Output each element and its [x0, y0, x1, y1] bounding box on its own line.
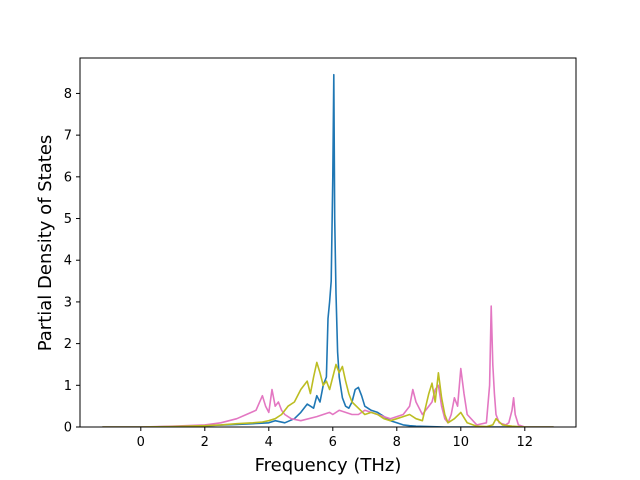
- series-layer: [102, 73, 554, 427]
- series-line-1: [102, 73, 554, 427]
- x-tick-label: 4: [265, 435, 273, 450]
- series-line-3: [102, 361, 554, 427]
- x-tick-label: 2: [201, 435, 209, 450]
- y-tick-label: 3: [64, 295, 72, 310]
- y-tick-label: 8: [64, 87, 72, 102]
- y-axis: 0 1 2 3 4 5 6 7 8: [64, 87, 80, 436]
- x-tick-label: 0: [137, 435, 145, 450]
- y-tick-label: 6: [64, 170, 72, 185]
- y-axis-label: Partial Density of States: [35, 135, 56, 352]
- y-tick-label: 2: [64, 337, 72, 352]
- x-axis: 0 2 4 6 8 10 12: [137, 427, 533, 450]
- y-tick-label: 0: [64, 421, 72, 436]
- x-tick-label: 8: [393, 435, 401, 450]
- y-tick-label: 4: [64, 254, 72, 269]
- x-tick-label: 6: [329, 435, 337, 450]
- x-axis-label: Frequency (THz): [255, 455, 402, 476]
- x-tick-label: 10: [453, 435, 470, 450]
- y-tick-label: 1: [64, 379, 72, 394]
- x-tick-label: 12: [517, 435, 534, 450]
- y-tick-label: 5: [64, 212, 72, 227]
- plot-frame: [79, 57, 577, 428]
- series-line-2: [102, 305, 554, 427]
- y-tick-label: 7: [64, 129, 72, 144]
